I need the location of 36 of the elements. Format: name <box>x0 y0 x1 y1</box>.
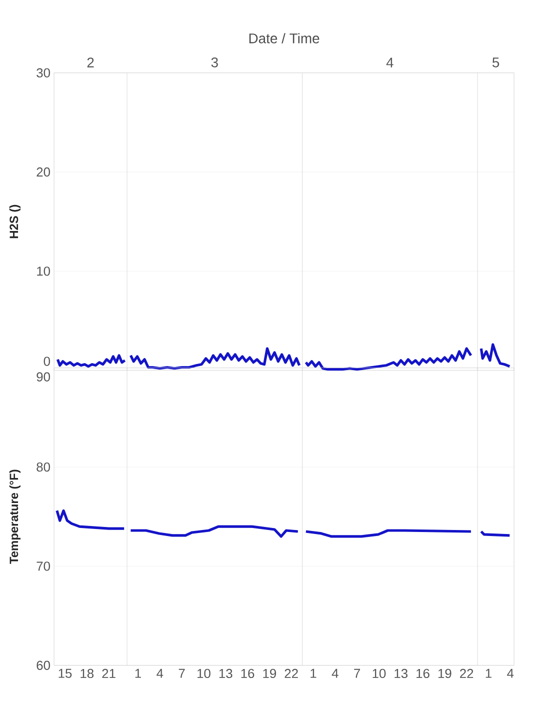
y-axis-title: Temperature (°F) <box>9 470 21 564</box>
x-tick-label: 4 <box>332 668 338 678</box>
x-tick-label: 4 <box>156 668 164 678</box>
x2-tick-label: 2 <box>87 58 94 68</box>
x-tick-label: 7 <box>178 668 185 678</box>
x-tick-label: 7 <box>354 668 360 678</box>
y-tick-label: 0 <box>44 356 50 366</box>
x2-tick-label: 5 <box>492 58 500 68</box>
y-axis-title: H2S () <box>9 204 20 238</box>
x-tick-label: 16 <box>241 668 254 678</box>
y-tick-label: 20 <box>36 167 50 177</box>
y-tick-label: 90 <box>36 372 50 382</box>
y-tick-label: 80 <box>36 462 50 472</box>
x-tick-label: 1 <box>486 668 492 678</box>
x-tick-label: 10 <box>372 668 386 678</box>
y-tick-label: 10 <box>37 266 50 276</box>
x-tick-label: 1 <box>310 668 316 678</box>
x-tick-label: 13 <box>394 668 408 678</box>
y-tick-label: 60 <box>36 660 50 670</box>
x-tick-label: 19 <box>438 668 452 678</box>
x-tick-label: 22 <box>284 668 298 678</box>
x2-axis-title: Date / Time <box>249 33 320 44</box>
x-tick-label: 13 <box>219 668 232 678</box>
x-tick-label: 10 <box>197 668 210 678</box>
x-tick-label: 21 <box>102 668 116 678</box>
x2-tick-label: 4 <box>386 58 394 68</box>
y-tick-label: 70 <box>36 562 50 571</box>
x-tick-label: 16 <box>416 668 430 678</box>
x-tick-label: 18 <box>80 668 94 678</box>
x-tick-label: 15 <box>58 668 72 678</box>
x-tick-label: 22 <box>460 668 474 678</box>
y-tick-label: 30 <box>36 68 50 78</box>
x2-tick-label: 3 <box>211 57 218 68</box>
x-tick-label: 19 <box>263 668 276 678</box>
x-tick-label: 1 <box>135 668 141 678</box>
x-tick-label: 4 <box>507 668 514 678</box>
